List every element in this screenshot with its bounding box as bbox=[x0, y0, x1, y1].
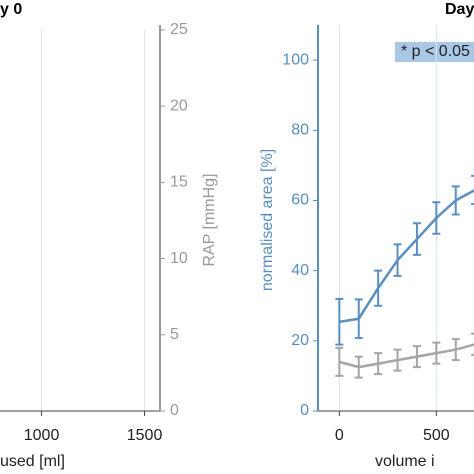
annotation: * p < 0.05 bbox=[401, 43, 470, 60]
y-tick-label: 80 bbox=[291, 121, 309, 138]
error-bar bbox=[335, 298, 344, 346]
error-bar bbox=[471, 174, 474, 205]
y-axis-label: normalised area [%] bbox=[259, 149, 276, 291]
error-bar bbox=[451, 185, 460, 216]
error-bar bbox=[354, 355, 363, 379]
y2-tick-label: 10 bbox=[170, 250, 188, 267]
y-tick-label: 100 bbox=[282, 51, 309, 68]
x-axis-label: volume i bbox=[375, 453, 435, 470]
error-bar bbox=[412, 222, 421, 256]
y2-tick-label: 5 bbox=[170, 326, 179, 343]
y-tick-label: 0 bbox=[300, 402, 309, 419]
y2-tick-label: 0 bbox=[170, 402, 179, 419]
y-tick-label: 40 bbox=[291, 262, 309, 279]
error-bar bbox=[451, 338, 460, 362]
y2-tick-label: 25 bbox=[170, 21, 188, 38]
chart-title: Day bbox=[445, 1, 474, 18]
y-tick-label: 60 bbox=[291, 192, 309, 209]
error-bar bbox=[335, 346, 344, 377]
x-axis-label: used [ml] bbox=[0, 453, 65, 470]
x-tick-label: 1000 bbox=[24, 427, 60, 444]
series-line bbox=[339, 189, 474, 324]
x-tick-label: 0 bbox=[335, 427, 344, 444]
error-bar bbox=[471, 332, 474, 356]
series-line bbox=[339, 343, 474, 369]
error-bar bbox=[432, 341, 441, 365]
error-bar bbox=[412, 345, 421, 369]
error-bar bbox=[374, 269, 383, 307]
annotation-box bbox=[395, 42, 474, 62]
chart-title: y 0 bbox=[0, 1, 22, 18]
x-tick-label: 500 bbox=[423, 427, 450, 444]
y2-axis-label: RAP [mmHg] bbox=[201, 173, 218, 266]
x-tick-label: 1500 bbox=[127, 427, 163, 444]
error-bar bbox=[393, 243, 402, 277]
error-bar bbox=[432, 201, 441, 235]
error-bar bbox=[354, 298, 363, 340]
y2-tick-label: 15 bbox=[170, 174, 188, 191]
y2-tick-label: 20 bbox=[170, 97, 188, 114]
error-bar bbox=[374, 352, 383, 376]
y-tick-label: 20 bbox=[291, 332, 309, 349]
error-bar bbox=[393, 348, 402, 372]
